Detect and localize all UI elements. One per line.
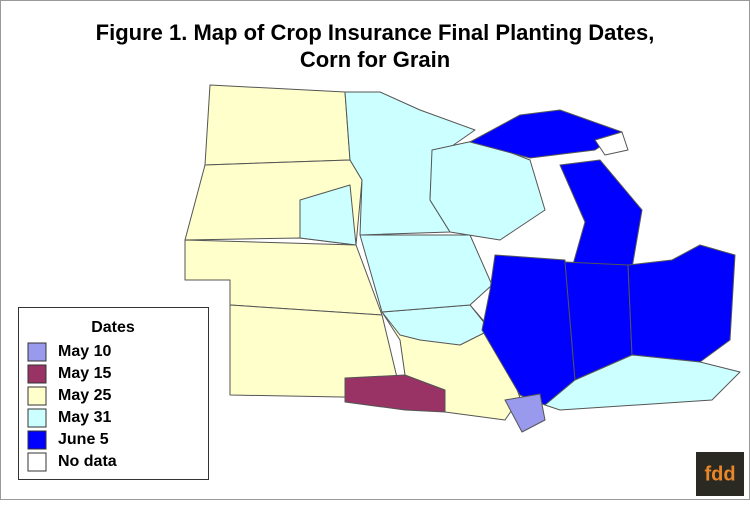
title-line: Corn for Grain — [300, 47, 450, 72]
il-south — [504, 393, 546, 433]
map — [184, 84, 741, 433]
legend-swatch — [27, 364, 47, 384]
legend-label: May 31 — [58, 409, 111, 426]
legend-swatch — [27, 408, 47, 428]
state-ia — [359, 234, 493, 313]
legend-label: June 5 — [58, 431, 109, 448]
legend-swatch — [27, 452, 47, 472]
legend-label: May 10 — [58, 343, 111, 360]
legend-label: No data — [58, 453, 117, 470]
legend-swatch — [27, 342, 47, 362]
legend-swatch — [27, 430, 47, 450]
state-ky — [544, 354, 741, 411]
logo-box — [696, 452, 744, 496]
legend-title: Dates — [91, 319, 135, 336]
logo: fdd — [704, 463, 735, 485]
title-line: Figure 1. Map of Crop Insurance Final Pl… — [96, 20, 655, 45]
legend-label: May 15 — [58, 365, 111, 382]
legend-box — [18, 307, 209, 480]
legend-label: May 25 — [58, 387, 111, 404]
legend-swatch — [27, 386, 47, 406]
no-data-area — [594, 131, 629, 156]
legend: May 10 May 15 May 25 May 31 June 5 No data — [27, 342, 117, 472]
state-nd — [204, 84, 351, 166]
